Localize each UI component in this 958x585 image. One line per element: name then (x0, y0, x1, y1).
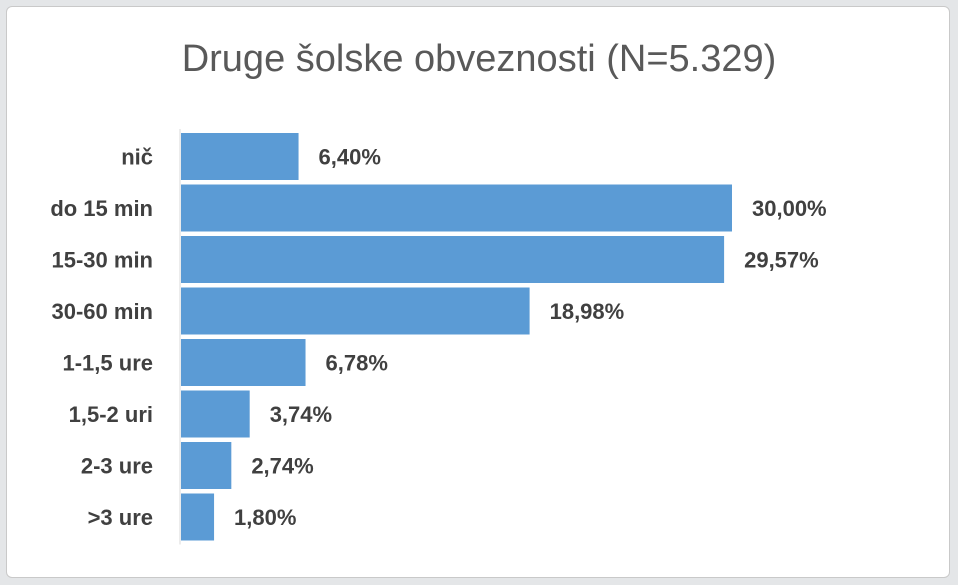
data-label: 6,78% (326, 351, 388, 376)
bar (181, 184, 732, 232)
data-label: 3,74% (270, 402, 332, 427)
category-label: do 15 min (50, 196, 153, 221)
category-label: 15-30 min (52, 248, 154, 273)
category-label: >3 ure (88, 505, 153, 530)
data-label: 30,00% (752, 196, 827, 221)
data-label: 6,40% (319, 145, 381, 170)
category-label: 2-3 ure (81, 454, 153, 479)
bar (181, 442, 232, 489)
data-label: 18,98% (550, 299, 625, 324)
category-label: 1-1,5 ure (63, 351, 154, 376)
bar (181, 339, 306, 386)
bar (181, 390, 250, 438)
data-label: 2,74% (251, 454, 313, 479)
chart-title: Druge šolske obveznosti (N=5.329) (181, 38, 777, 80)
bar (181, 236, 725, 283)
category-label: 30-60 min (52, 299, 154, 324)
category-label: nič (121, 145, 153, 170)
data-label: 1,80% (234, 505, 296, 530)
bar (181, 287, 530, 335)
data-label: 29,57% (744, 248, 819, 273)
bar (181, 493, 215, 541)
bar (181, 133, 299, 180)
category-label: 1,5-2 uri (69, 402, 153, 427)
